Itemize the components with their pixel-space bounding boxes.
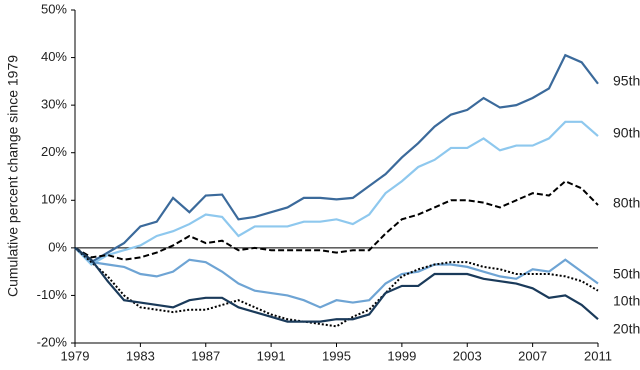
x-tick-label: 1991 xyxy=(257,348,286,363)
series-line xyxy=(74,247,599,328)
series-line xyxy=(74,247,599,309)
series-label: 80th xyxy=(613,195,640,211)
series-label: 20th xyxy=(613,321,640,337)
x-tick-label: 1987 xyxy=(191,348,220,363)
y-tick-label: 30% xyxy=(41,97,67,112)
y-tick-label: 50% xyxy=(41,1,67,16)
series-label: 50th xyxy=(613,266,640,282)
series-line xyxy=(74,246,599,323)
y-tick-label: 20% xyxy=(41,144,67,159)
x-tick-label: 1983 xyxy=(126,348,155,363)
y-axis-label: Cumulative percent change since 1979 xyxy=(5,55,21,297)
x-tick-label: 1979 xyxy=(61,348,90,363)
series-label: 95th xyxy=(613,73,640,89)
series-line xyxy=(74,53,599,264)
series-line xyxy=(74,120,599,266)
y-tick-label: -10% xyxy=(37,287,68,302)
x-tick-label: 2007 xyxy=(518,348,547,363)
x-tick-label: 2003 xyxy=(453,348,482,363)
x-tick-label: 2011 xyxy=(584,348,612,363)
series-label: 90th xyxy=(613,125,640,141)
y-tick-label: 10% xyxy=(41,192,67,207)
x-tick-label: 1995 xyxy=(322,348,351,363)
series-line xyxy=(74,180,599,261)
y-tick-label: -20% xyxy=(37,334,68,349)
x-tick-label: 1999 xyxy=(387,348,416,363)
y-tick-label: 0% xyxy=(48,239,67,254)
series-label: 10th xyxy=(613,293,640,309)
y-tick-label: 40% xyxy=(41,49,67,64)
